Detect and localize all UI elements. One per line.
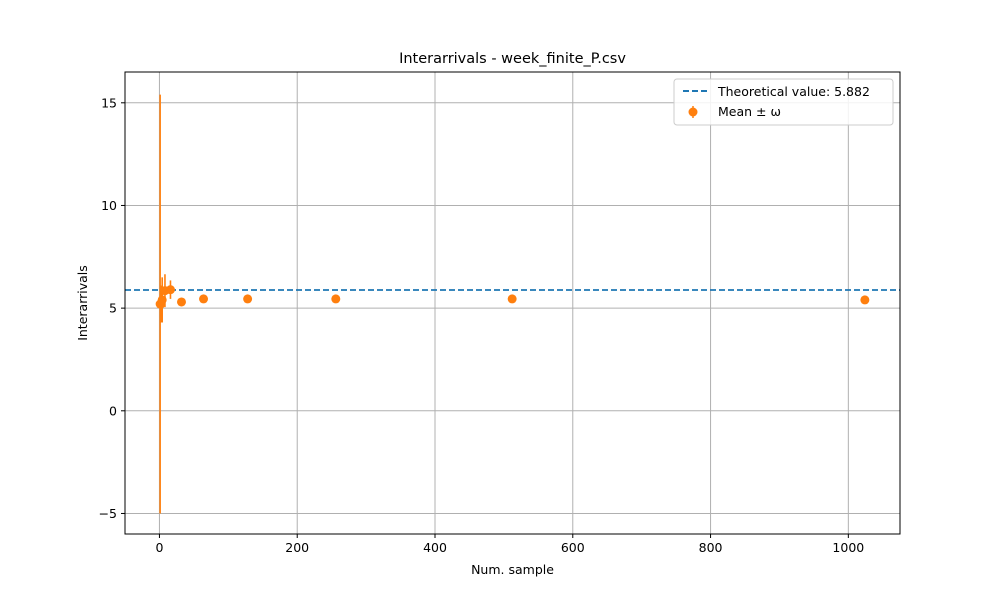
y-tick-label: −5: [99, 506, 117, 521]
x-axis-ticks: 0 200 400 600 800 1000: [155, 534, 864, 555]
x-tick-label: 600: [561, 540, 585, 555]
y-tick-label: 10: [101, 198, 117, 213]
data-point: [243, 294, 253, 304]
legend-mean-label: Mean ± ω: [718, 104, 781, 119]
y-axis-label: Interarrivals: [75, 265, 90, 341]
y-axis-ticks: −5 0 5 10 15: [99, 95, 125, 521]
data-point: [507, 294, 517, 304]
y-tick-label: 0: [109, 403, 117, 418]
data-point: [331, 294, 341, 304]
data-point: [165, 285, 175, 295]
y-tick-label: 5: [109, 301, 117, 316]
legend-theoretical-label: Theoretical value: 5.882: [717, 84, 870, 99]
x-tick-label: 800: [699, 540, 723, 555]
chart-title: Interarrivals - week_finite_P.csv: [399, 51, 626, 67]
plot-frame: [124, 71, 901, 535]
legend-mean-marker-swatch: [688, 107, 698, 117]
x-axis-label: Num. sample: [471, 562, 554, 577]
x-tick-label: 200: [285, 540, 309, 555]
data-point: [176, 297, 186, 307]
legend-box: [673, 78, 894, 126]
y-tick-label: 15: [101, 95, 117, 110]
data-points: [155, 94, 870, 514]
data-point: [860, 295, 870, 305]
x-tick-label: 1000: [832, 540, 864, 555]
data-point: [157, 295, 167, 305]
data-point: [199, 294, 209, 304]
x-tick-label: 0: [155, 540, 163, 555]
x-tick-label: 400: [423, 540, 447, 555]
legend: Theoretical value: 5.882 Mean ± ω: [673, 78, 894, 126]
